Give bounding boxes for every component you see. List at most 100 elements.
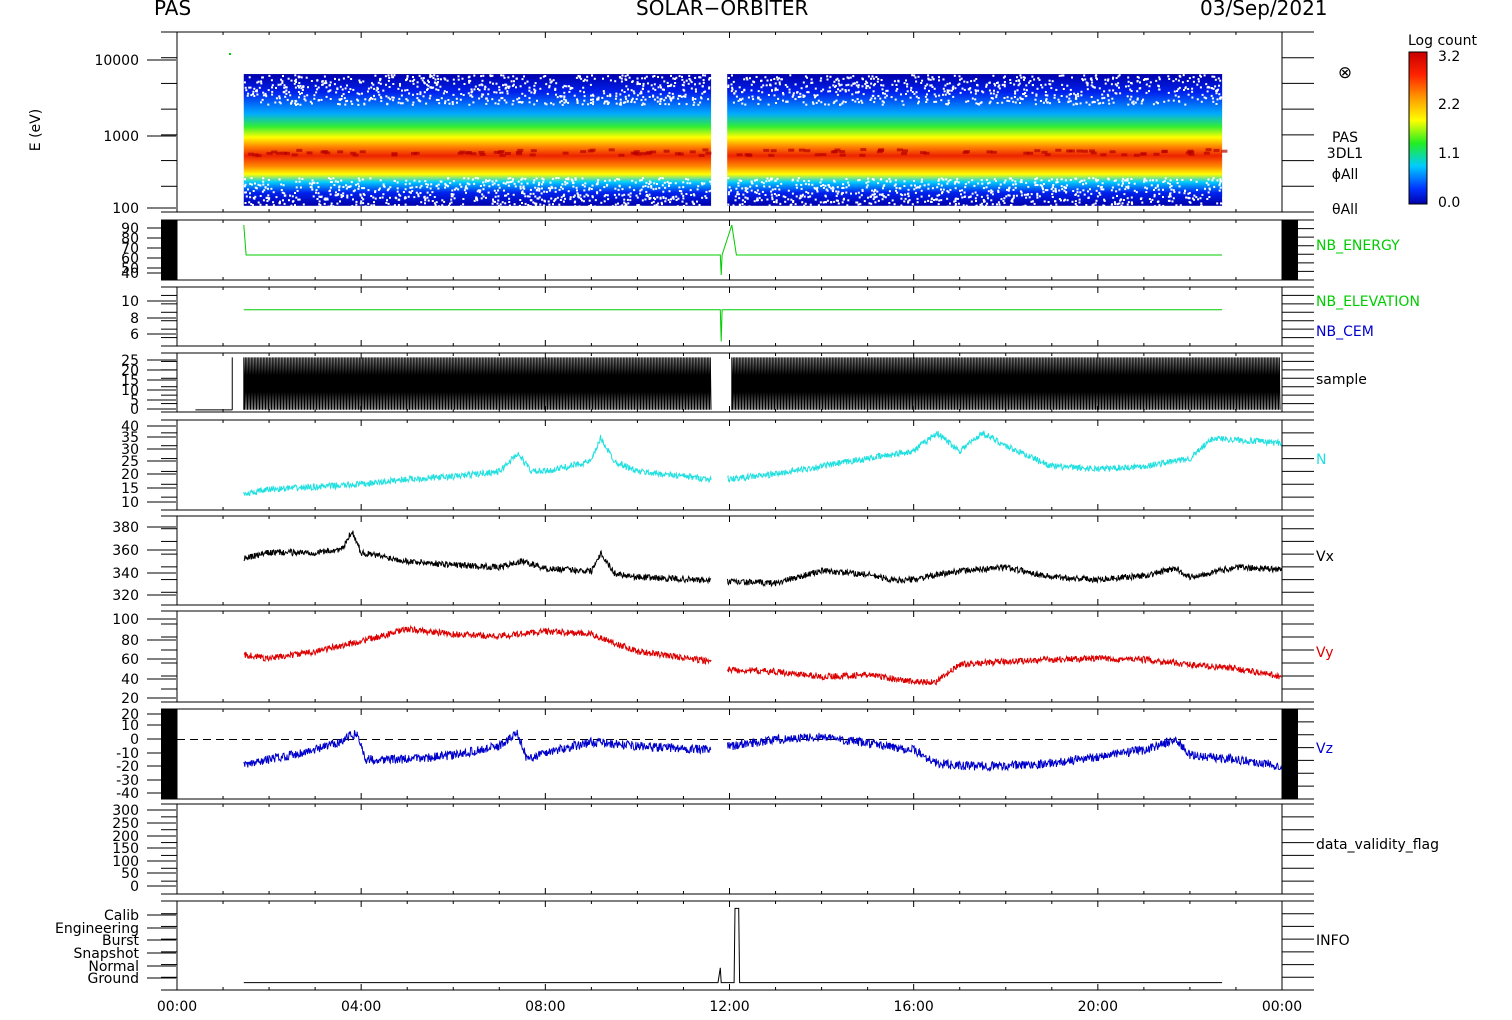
- spectrogram-noise: [1107, 94, 1110, 97]
- spectrogram-noise: [564, 180, 567, 183]
- spectrogram-noise: [1153, 193, 1156, 196]
- spectrogram-noise: [850, 192, 852, 195]
- spectrogram-noise: [807, 192, 810, 195]
- spectrogram-noise: [1010, 97, 1013, 100]
- spectrogram-noise: [692, 202, 695, 205]
- spectrogram-noise: [1003, 181, 1006, 184]
- spectrogram-noise: [357, 103, 360, 106]
- spectrogram-noise: [574, 178, 577, 181]
- spectrogram-noise: [570, 178, 573, 181]
- spectrogram-noise: [847, 83, 850, 86]
- spectrogram-noise: [937, 203, 940, 206]
- spectrogram-noise: [1031, 84, 1034, 87]
- spectrogram-noise: [492, 82, 494, 85]
- spectrogram-noise: [841, 192, 844, 194]
- spectrogram-noise: [761, 190, 764, 193]
- spectrogram-noise: [1169, 195, 1172, 198]
- spectrogram-noise: [482, 195, 485, 198]
- spectrogram-noise: [935, 100, 938, 103]
- spectrogram-noise: [303, 95, 306, 98]
- spectrogram-noise: [650, 185, 653, 187]
- spectrogram-noise: [267, 178, 270, 181]
- spectrogram-noise: [975, 200, 977, 202]
- spectrogram-noise: [327, 205, 330, 208]
- spectrogram-noise: [1196, 98, 1199, 101]
- spectrogram-noise: [615, 196, 618, 199]
- spectrogram-noise: [1219, 186, 1222, 189]
- spectrogram-noise: [249, 192, 251, 195]
- spectrogram-noise: [668, 190, 671, 193]
- spectrogram-noise: [897, 80, 900, 83]
- spectrogram-noise: [691, 96, 694, 99]
- spectrogram-noise: [565, 178, 568, 181]
- spectrogram-noise: [685, 79, 688, 82]
- spectrogram-noise: [1207, 85, 1210, 88]
- spectrogram-noise: [481, 79, 484, 82]
- spectrogram-noise: [563, 98, 566, 101]
- spectrogram-peak: [920, 151, 926, 155]
- spectrogram-peak: [247, 152, 254, 156]
- spectrogram-noise: [499, 203, 502, 206]
- spectrogram-noise: [760, 86, 763, 89]
- spectrogram-noise: [933, 93, 936, 96]
- spectrogram-noise: [996, 91, 999, 94]
- spectrogram-noise: [317, 99, 320, 102]
- spectrogram-noise: [467, 92, 470, 95]
- spectrogram-noise: [411, 190, 414, 192]
- spectrogram-noise: [906, 83, 909, 86]
- spectrogram-noise: [533, 88, 536, 91]
- spectrogram-noise: [475, 196, 478, 199]
- spectrogram-peak: [1185, 151, 1192, 155]
- spectrogram-noise: [1006, 188, 1008, 191]
- spectrogram-noise: [1136, 97, 1139, 100]
- spectrogram-noise: [338, 98, 341, 101]
- spectrogram-noise: [1086, 88, 1089, 91]
- spectrogram-noise: [537, 187, 540, 190]
- spectrogram-noise: [412, 82, 415, 85]
- spectrogram-noise: [378, 93, 381, 96]
- y-tick-label: 380: [112, 520, 139, 536]
- spectrogram-noise: [533, 103, 536, 106]
- spectrogram-noise: [347, 75, 350, 78]
- spectrogram-noise: [923, 87, 926, 90]
- spectrogram-noise: [1157, 188, 1160, 191]
- spectrogram-noise: [370, 86, 373, 89]
- spectrogram-noise: [1060, 95, 1063, 97]
- spectrogram-noise: [866, 184, 869, 187]
- spectrogram-noise: [639, 192, 642, 195]
- spectrogram-peak: [896, 148, 903, 152]
- spectrogram-noise: [1122, 177, 1125, 180]
- spectrogram-noise: [901, 194, 904, 197]
- spectrogram-noise: [1136, 90, 1139, 93]
- spectrogram-noise: [278, 95, 281, 98]
- y-tick-label: -20: [116, 759, 139, 775]
- spectrogram-noise: [1212, 177, 1215, 180]
- spectrogram-noise: [313, 94, 316, 97]
- spectrogram-noise: [411, 80, 414, 83]
- spectrogram-noise: [367, 202, 370, 205]
- spectrogram-noise: [845, 186, 848, 189]
- spectrogram-noise: [1149, 81, 1152, 84]
- spectrogram-noise: [585, 193, 588, 196]
- spectrogram-noise: [800, 183, 803, 186]
- spectrogram-peak: [350, 151, 357, 155]
- spectrogram-noise: [1035, 94, 1038, 97]
- spectrogram-noise: [747, 96, 750, 99]
- spectrogram-noise: [702, 74, 704, 77]
- spectrogram-noise: [425, 183, 428, 185]
- spectrogram-noise: [1187, 88, 1190, 90]
- spectrogram-noise: [1027, 185, 1030, 188]
- spectrogram-noise: [1019, 96, 1022, 99]
- spectrogram-noise: [1046, 101, 1049, 104]
- spectrogram-noise: [1201, 193, 1204, 196]
- spectrogram-noise: [346, 99, 349, 102]
- spectrogram-noise: [247, 188, 249, 191]
- spectrogram-noise: [974, 92, 977, 95]
- spectrogram-noise: [916, 201, 919, 204]
- spectrogram-noise: [682, 205, 685, 207]
- spectrogram-noise: [693, 194, 696, 197]
- spectrogram-noise: [404, 188, 407, 191]
- spectrogram-noise: [481, 93, 484, 96]
- spectrogram-noise: [248, 76, 251, 79]
- spectrogram-noise: [692, 193, 695, 196]
